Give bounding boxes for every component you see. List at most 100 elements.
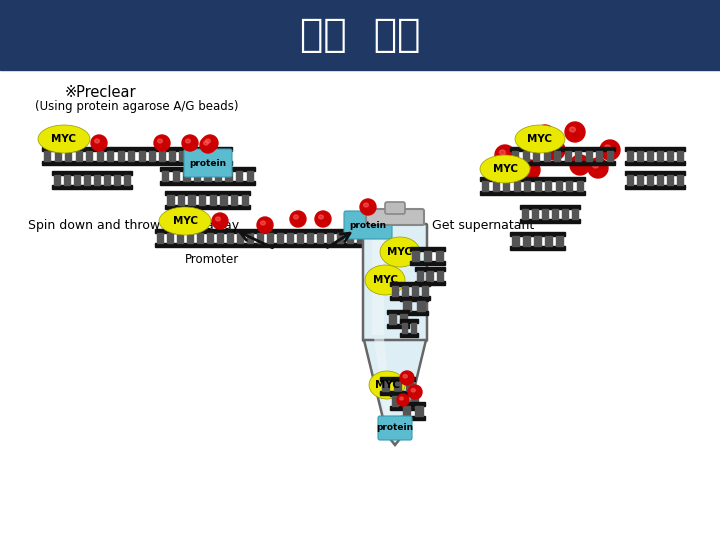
Bar xyxy=(585,151,592,161)
Bar xyxy=(417,301,426,311)
Ellipse shape xyxy=(380,237,420,267)
Bar xyxy=(534,236,541,246)
Bar xyxy=(534,181,541,191)
Bar xyxy=(52,171,132,175)
Bar xyxy=(224,151,230,161)
Bar xyxy=(523,151,529,161)
Ellipse shape xyxy=(202,135,218,151)
FancyBboxPatch shape xyxy=(344,211,392,239)
Bar xyxy=(237,233,243,243)
Bar xyxy=(372,230,384,335)
Bar xyxy=(627,151,633,161)
Bar xyxy=(400,416,425,420)
Bar xyxy=(596,151,603,161)
Bar xyxy=(204,151,210,161)
Ellipse shape xyxy=(360,199,376,215)
Bar xyxy=(107,151,114,161)
Bar xyxy=(520,205,580,209)
FancyBboxPatch shape xyxy=(363,224,427,341)
Bar xyxy=(217,233,223,243)
Bar xyxy=(566,181,572,191)
Bar xyxy=(149,151,155,161)
Bar xyxy=(192,161,232,165)
Bar xyxy=(317,233,323,243)
Bar xyxy=(267,233,273,243)
Bar xyxy=(165,205,250,209)
Bar xyxy=(625,161,685,165)
Ellipse shape xyxy=(593,163,598,168)
Bar xyxy=(647,151,653,161)
Bar xyxy=(637,175,643,185)
Bar xyxy=(524,181,531,191)
Bar xyxy=(220,195,227,205)
Bar xyxy=(394,381,401,391)
Ellipse shape xyxy=(549,145,556,150)
Bar xyxy=(545,181,552,191)
Ellipse shape xyxy=(600,140,620,160)
Bar xyxy=(167,233,173,243)
Text: protein: protein xyxy=(349,220,387,230)
Ellipse shape xyxy=(605,145,611,150)
Bar xyxy=(327,233,333,243)
Bar xyxy=(667,151,673,161)
Text: MYC: MYC xyxy=(387,247,413,257)
Bar xyxy=(397,233,403,243)
Ellipse shape xyxy=(588,158,608,178)
Bar xyxy=(277,233,283,243)
Bar xyxy=(380,377,415,381)
Bar xyxy=(657,151,663,161)
Bar xyxy=(410,261,445,265)
Text: Get supernatant: Get supernatant xyxy=(432,219,534,232)
Text: MYC: MYC xyxy=(372,275,397,285)
Bar xyxy=(413,251,419,261)
Ellipse shape xyxy=(515,125,565,153)
Bar xyxy=(44,151,50,161)
Bar xyxy=(165,191,250,195)
Bar xyxy=(297,233,303,243)
Bar xyxy=(400,402,425,406)
Ellipse shape xyxy=(294,215,298,219)
Bar xyxy=(227,233,233,243)
Bar xyxy=(117,151,124,161)
Bar xyxy=(407,233,413,243)
Bar xyxy=(625,185,685,189)
Bar xyxy=(512,236,519,246)
Bar xyxy=(247,233,253,243)
Bar xyxy=(542,209,548,219)
Ellipse shape xyxy=(495,145,515,165)
Bar xyxy=(183,171,189,181)
Bar xyxy=(337,233,343,243)
Bar xyxy=(178,195,184,205)
Bar xyxy=(204,171,211,181)
Bar xyxy=(510,232,565,236)
Bar xyxy=(410,247,445,251)
Bar xyxy=(412,396,418,406)
Bar xyxy=(390,392,420,396)
Bar xyxy=(387,233,393,243)
Bar xyxy=(54,175,60,185)
Ellipse shape xyxy=(91,135,107,151)
Ellipse shape xyxy=(520,160,540,180)
Ellipse shape xyxy=(290,211,306,227)
Ellipse shape xyxy=(570,155,590,175)
Ellipse shape xyxy=(524,165,531,170)
Bar xyxy=(564,151,571,161)
Bar xyxy=(512,151,518,161)
Bar xyxy=(572,209,578,219)
Bar xyxy=(677,175,683,185)
Bar xyxy=(192,147,232,151)
Polygon shape xyxy=(364,340,426,445)
Text: MYC: MYC xyxy=(173,216,197,226)
Bar xyxy=(52,185,132,189)
Bar xyxy=(510,161,615,165)
Ellipse shape xyxy=(500,150,505,155)
Text: Spin down and throw beads away: Spin down and throw beads away xyxy=(28,219,239,232)
Bar xyxy=(64,175,70,185)
Bar xyxy=(0,0,720,70)
Bar xyxy=(427,271,433,281)
Ellipse shape xyxy=(539,130,546,135)
Ellipse shape xyxy=(535,125,555,145)
Ellipse shape xyxy=(365,265,405,295)
Ellipse shape xyxy=(403,375,408,378)
Bar xyxy=(402,323,408,333)
